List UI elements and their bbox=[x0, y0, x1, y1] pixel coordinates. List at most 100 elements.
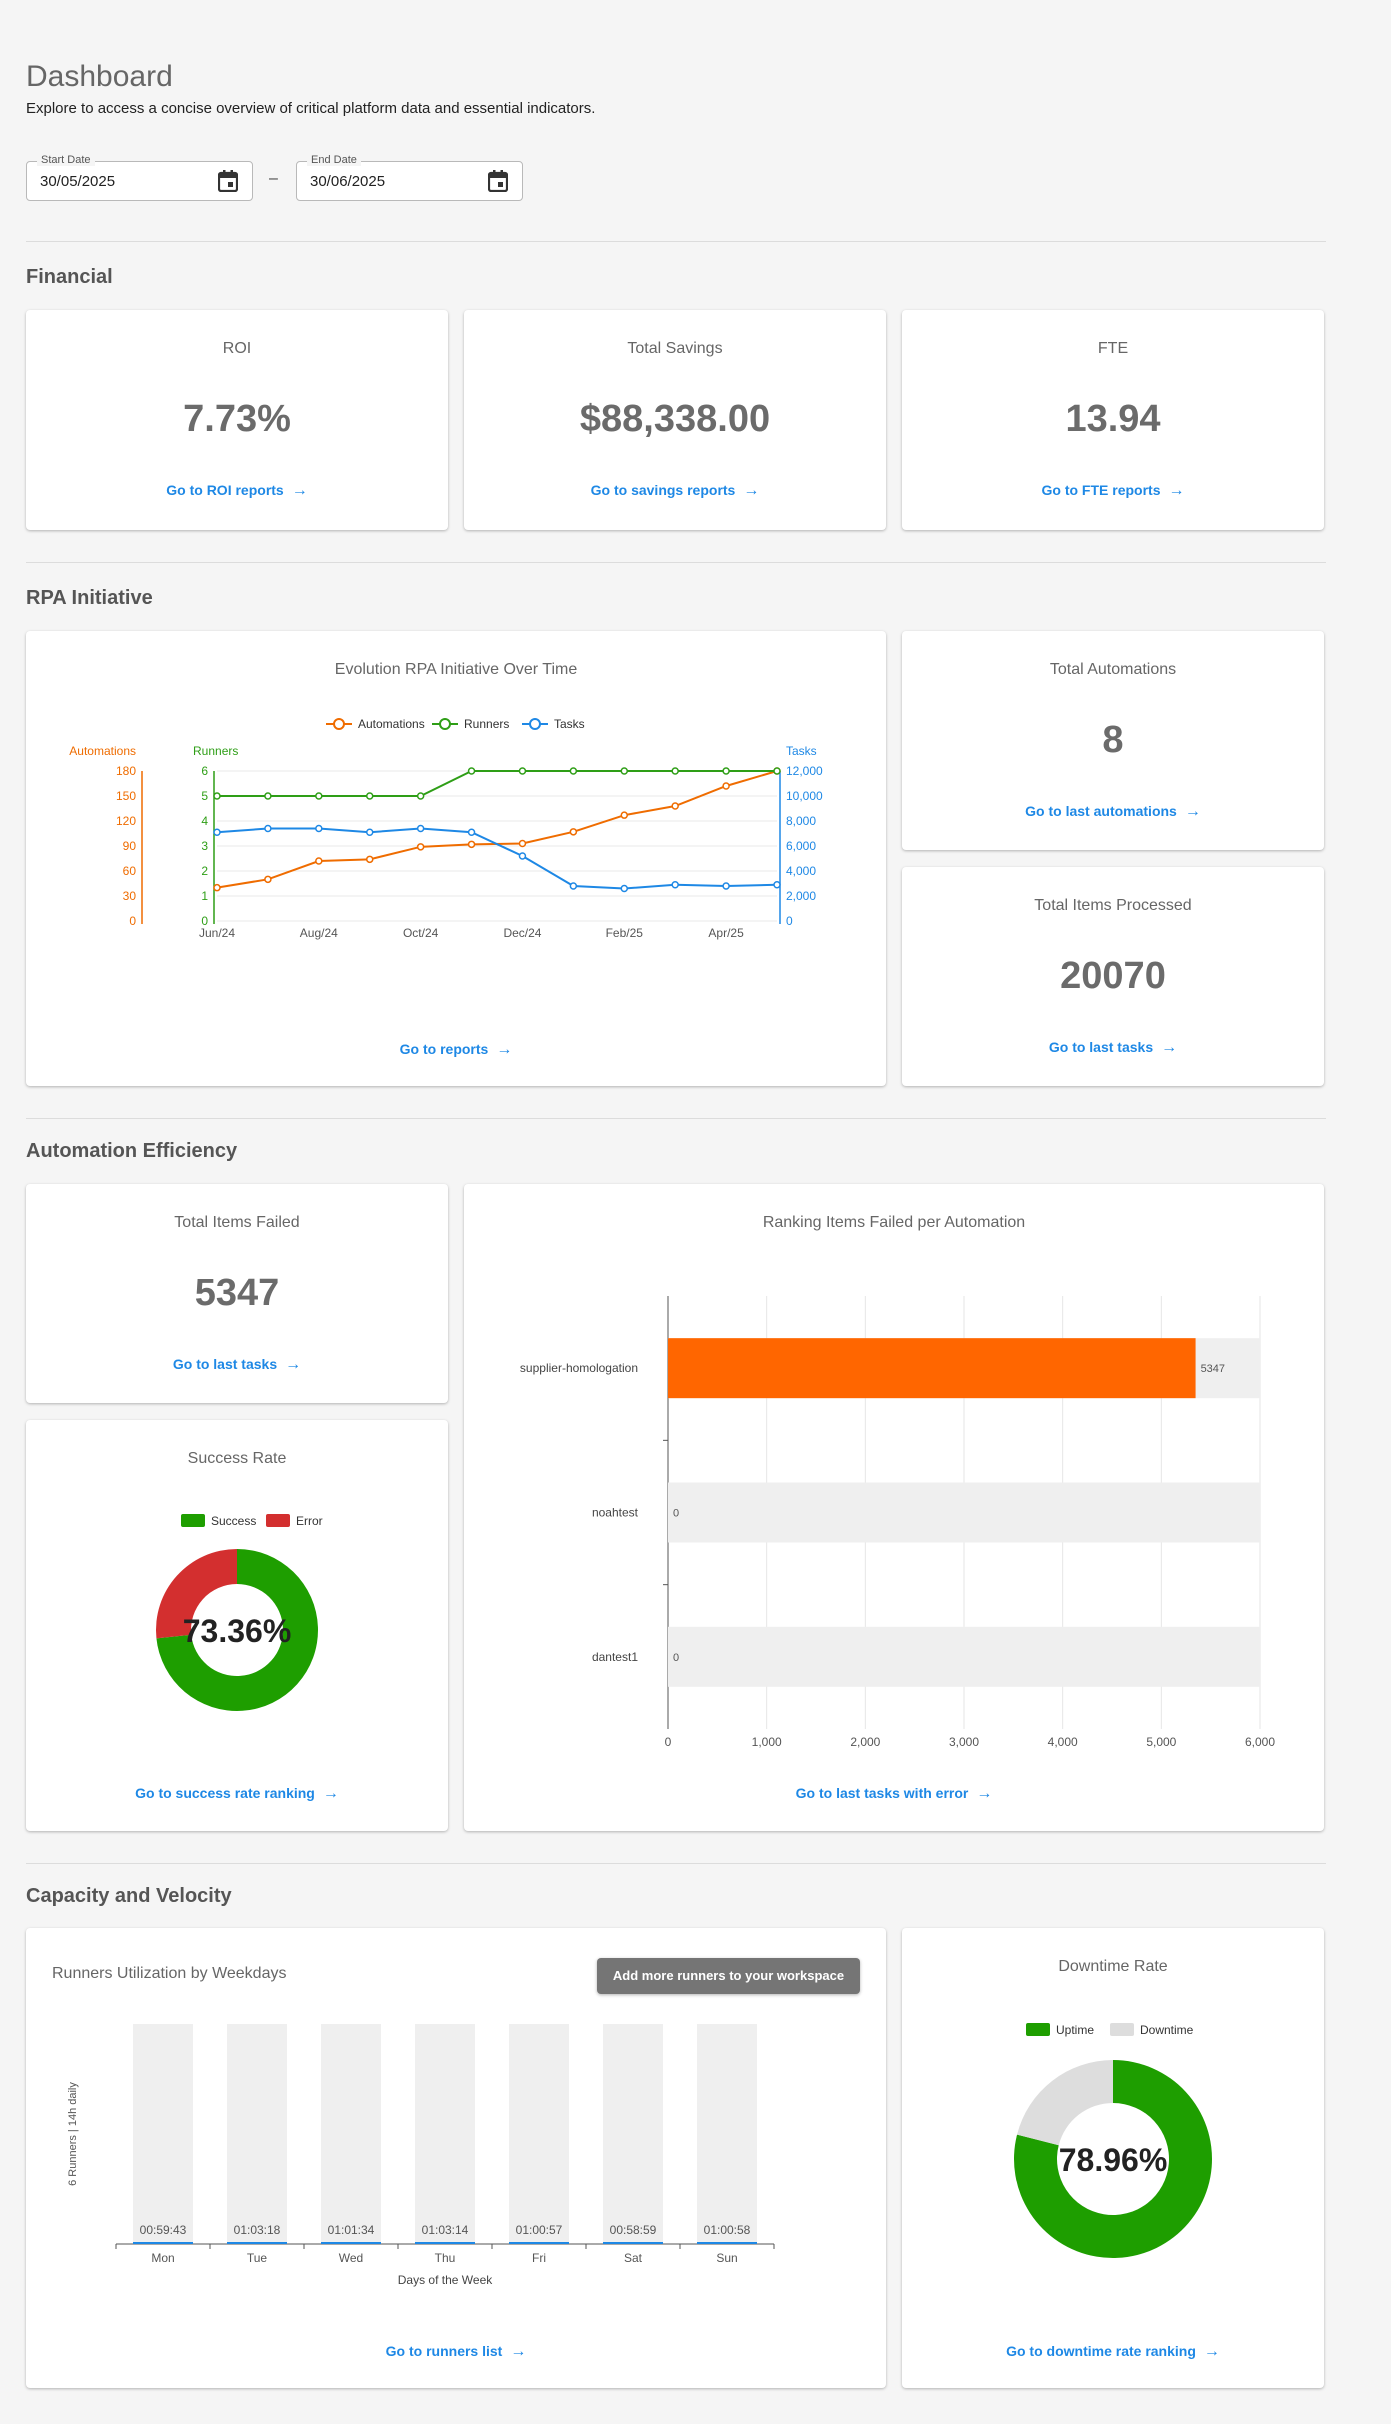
axis-tick-label: 12,000 bbox=[786, 764, 823, 778]
total-items-value: 20070 bbox=[1060, 955, 1166, 997]
runners-title: Runners Utilization by Weekdays bbox=[52, 1965, 287, 1982]
savings-card: Total Savings $88,338.00 Go to savings r… bbox=[464, 310, 886, 530]
donut-center-label: 78.96% bbox=[1059, 2142, 1168, 2178]
arrow-right-icon: → bbox=[1168, 482, 1185, 499]
fte-reports-link-label: Go to FTE reports bbox=[1041, 482, 1161, 498]
end-date-label: End Date bbox=[307, 154, 361, 166]
axis-tick-label: 120 bbox=[116, 814, 136, 828]
bar-value-label: 01:00:57 bbox=[516, 2223, 563, 2237]
downtime-ranking-link[interactable]: Go to downtime rate ranking → bbox=[902, 2343, 1324, 2361]
axis-tick-label: 4 bbox=[201, 814, 208, 828]
x-tick-label: Thu bbox=[435, 2251, 456, 2265]
axis-tick-label: 6 bbox=[201, 764, 208, 778]
data-point bbox=[264, 824, 272, 833]
fte-card: FTE 13.94 Go to FTE reports → bbox=[902, 310, 1324, 530]
end-date-field[interactable]: End Date 30/06/2025 bbox=[296, 154, 523, 201]
end-date-value: 30/06/2025 bbox=[310, 173, 386, 190]
bar-background bbox=[415, 2024, 475, 2244]
y-axis-label: 6 Runners | 14h daily bbox=[67, 2082, 79, 2186]
page-title: Dashboard bbox=[26, 60, 173, 93]
legend-swatch bbox=[1110, 2023, 1134, 2036]
data-point bbox=[264, 875, 272, 884]
bar bbox=[415, 2242, 475, 2244]
x-tick-label: 3,000 bbox=[949, 1735, 979, 1749]
runners-list-link-label: Go to runners list bbox=[385, 2343, 503, 2359]
date-separator: – bbox=[269, 170, 278, 187]
fte-title: FTE bbox=[1097, 340, 1129, 357]
axis-tick-label: 180 bbox=[116, 764, 136, 778]
data-point bbox=[773, 881, 781, 889]
x-tick-label: 6,000 bbox=[1245, 1735, 1275, 1749]
runners-list-link[interactable]: Go to runners list → bbox=[26, 2343, 886, 2361]
x-tick-label: Wed bbox=[339, 2251, 363, 2265]
calendar-icon[interactable] bbox=[218, 170, 238, 192]
axis-tick-label: 3 bbox=[201, 839, 208, 853]
legend-label: Automations bbox=[358, 717, 425, 731]
axis-tick-label: 0 bbox=[201, 914, 208, 928]
data-point bbox=[518, 767, 527, 775]
evolution-card: Evolution RPA Initiative Over Time Autom… bbox=[26, 631, 886, 1086]
evolution-reports-link-label: Go to reports bbox=[399, 1041, 489, 1057]
data-point bbox=[213, 883, 221, 892]
series-line-runners bbox=[217, 770, 777, 797]
fte-value: 13.94 bbox=[1065, 398, 1161, 440]
last-tasks-error-link-label: Go to last tasks with error bbox=[795, 1785, 969, 1801]
roi-reports-link[interactable]: Go to ROI reports → bbox=[26, 482, 448, 500]
savings-reports-link[interactable]: Go to savings reports → bbox=[464, 482, 886, 500]
success-rate-ranking-link[interactable]: Go to success rate ranking → bbox=[26, 1785, 448, 1803]
section-title-capacity: Capacity and Velocity bbox=[26, 1885, 232, 1907]
data-point bbox=[365, 828, 374, 836]
evolution-reports-link[interactable]: Go to reports → bbox=[26, 1041, 886, 1059]
axis-tick-label: 30 bbox=[123, 889, 137, 903]
arrow-right-icon: → bbox=[743, 482, 760, 499]
success-rate-title: Success Rate bbox=[187, 1450, 287, 1467]
bar-value-label: 00:59:43 bbox=[140, 2223, 187, 2237]
bar-value-label: 5347 bbox=[1201, 1363, 1225, 1375]
total-items-title: Total Items Processed bbox=[1034, 897, 1192, 914]
data-point bbox=[315, 824, 323, 833]
total-automations-card: Total Automations 8 Go to last automatio… bbox=[902, 631, 1324, 850]
ranking-bar-chart: 0 1,000 2,000 3,000 4,000 5,000 6,000 supplier-… bbox=[520, 1296, 1275, 1749]
roi-card: ROI 7.73% Go to ROI reports → bbox=[26, 310, 448, 530]
last-automations-link-label: Go to last automations bbox=[1025, 803, 1177, 819]
evolution-line-chart: Automations Runners Tasks0306090120150180A… bbox=[69, 717, 823, 940]
ranking-card: Ranking Items Failed per Automation 0 1,0… bbox=[464, 1184, 1324, 1831]
arrow-right-icon: → bbox=[1184, 803, 1201, 820]
items-failed-value: 5347 bbox=[194, 1272, 280, 1314]
items-failed-tasks-link[interactable]: Go to last tasks → bbox=[26, 1356, 448, 1374]
last-tasks-error-link[interactable]: Go to last tasks with error → bbox=[464, 1785, 1324, 1803]
savings-value: $88,338.00 bbox=[579, 398, 771, 440]
arrow-right-icon: → bbox=[1161, 1039, 1178, 1056]
data-point bbox=[671, 881, 679, 889]
runners-utilization-chart: 00:59:43 Mon 01:03:18 Tue 01:01:34 Wed 01:03:1… bbox=[67, 2024, 775, 2287]
bar-background bbox=[321, 2024, 381, 2244]
last-automations-link[interactable]: Go to last automations → bbox=[902, 803, 1324, 821]
data-point bbox=[213, 828, 221, 836]
total-automations-value: 8 bbox=[1102, 719, 1124, 761]
add-runners-button[interactable]: Add more runners to your workspace bbox=[597, 1958, 860, 1994]
data-point bbox=[467, 840, 476, 849]
legend-label: Runners bbox=[464, 717, 509, 731]
data-point bbox=[315, 792, 323, 800]
bar-value-label: 0 bbox=[673, 1508, 679, 1520]
legend-swatch bbox=[181, 1514, 205, 1527]
bar bbox=[668, 1338, 1196, 1399]
downtime-donut-chart: Uptime Downtime 78.96% bbox=[1014, 2023, 1212, 2258]
total-automations-title: Total Automations bbox=[1049, 661, 1177, 678]
roi-value: 7.73% bbox=[183, 398, 291, 440]
x-tick-label: 5,000 bbox=[1146, 1735, 1176, 1749]
legend-marker bbox=[333, 718, 345, 730]
donut-slice-downtime bbox=[1017, 2060, 1113, 2146]
axis-tick-label: 10,000 bbox=[786, 789, 823, 803]
axis-tick-label: 90 bbox=[123, 839, 137, 853]
data-point bbox=[773, 767, 781, 775]
legend-marker bbox=[439, 718, 451, 730]
arrow-right-icon: → bbox=[1203, 2343, 1220, 2360]
fte-reports-link[interactable]: Go to FTE reports → bbox=[902, 482, 1324, 500]
data-point bbox=[416, 824, 425, 833]
calendar-icon[interactable] bbox=[488, 170, 508, 192]
section-divider bbox=[26, 241, 1326, 242]
last-tasks-link[interactable]: Go to last tasks → bbox=[902, 1039, 1324, 1057]
data-point bbox=[620, 811, 629, 819]
start-date-field[interactable]: Start Date 30/05/2025 bbox=[26, 154, 253, 201]
